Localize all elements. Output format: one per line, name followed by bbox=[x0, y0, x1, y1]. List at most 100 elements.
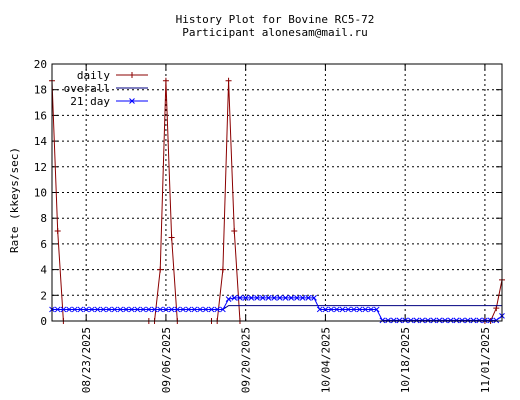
data-point-daily bbox=[162, 77, 169, 84]
data-point-21-day bbox=[145, 306, 152, 313]
legend-marker-21-day bbox=[129, 98, 135, 104]
y-tick-label: 2 bbox=[40, 289, 47, 302]
data-point-21-day bbox=[77, 306, 84, 313]
data-point-21-day bbox=[185, 306, 192, 313]
grid-layer bbox=[52, 64, 502, 321]
y-axis-label: Rate (kkeys/sec) bbox=[8, 147, 21, 253]
data-point-21-day bbox=[396, 317, 403, 324]
data-point-21-day bbox=[202, 306, 209, 313]
data-point-daily bbox=[493, 305, 500, 312]
data-point-21-day bbox=[208, 306, 215, 313]
data-point-21-day bbox=[442, 317, 448, 324]
data-point-21-day bbox=[106, 306, 112, 313]
data-point-21-day bbox=[254, 295, 260, 301]
data-point-21-day bbox=[174, 306, 181, 313]
data-point-21-day bbox=[94, 306, 101, 313]
data-point-21-day bbox=[225, 296, 232, 303]
data-point-21-day bbox=[322, 306, 329, 313]
y-tick-label: 14 bbox=[34, 135, 48, 148]
legend-marker-daily bbox=[129, 72, 135, 78]
data-point-21-day bbox=[151, 306, 158, 313]
data-point-21-day bbox=[368, 306, 374, 313]
y-tick-label: 12 bbox=[34, 161, 47, 174]
data-point-21-day bbox=[248, 295, 255, 301]
data-point-21-day bbox=[282, 295, 289, 301]
y-tick-label: 18 bbox=[34, 84, 47, 97]
data-point-21-day bbox=[413, 317, 420, 324]
y-tick-label: 8 bbox=[40, 212, 47, 225]
data-point-21-day bbox=[493, 317, 500, 324]
data-point-21-day bbox=[408, 317, 414, 324]
data-point-21-day bbox=[54, 306, 61, 313]
x-tick-label: 10/18/2025 bbox=[399, 327, 412, 393]
data-point-daily bbox=[225, 77, 232, 84]
chart-subtitle: Participant alonesam@mail.ru bbox=[182, 26, 367, 39]
data-point-21-day bbox=[316, 306, 323, 313]
data-point-21-day bbox=[220, 306, 226, 313]
legend-label-21-day: 21 day bbox=[70, 95, 110, 108]
data-point-daily bbox=[231, 228, 238, 235]
data-point-21-day bbox=[385, 317, 391, 324]
data-point-21-day bbox=[117, 306, 124, 313]
series-line-21-day bbox=[52, 297, 503, 321]
series-line-daily bbox=[51, 80, 503, 322]
data-point-21-day bbox=[168, 306, 175, 313]
legend-label-overall: overall bbox=[64, 82, 110, 95]
y-tick-label: 10 bbox=[34, 187, 47, 200]
y-tick-label: 4 bbox=[40, 264, 47, 277]
data-point-21-day bbox=[402, 317, 409, 324]
data-point-21-day bbox=[476, 317, 483, 324]
plot-frame bbox=[51, 63, 503, 322]
data-point-21-day bbox=[356, 306, 363, 313]
data-point-21-day bbox=[71, 306, 78, 313]
data-point-21-day bbox=[237, 295, 243, 301]
data-point-21-day bbox=[464, 317, 471, 324]
data-point-21-day bbox=[157, 306, 164, 313]
data-point-21-day bbox=[163, 306, 169, 313]
x-tick-label: 08/23/2025 bbox=[80, 327, 93, 393]
data-point-21-day bbox=[430, 317, 437, 324]
data-point-21-day bbox=[66, 306, 72, 313]
data-point-21-day bbox=[328, 306, 334, 313]
legend-label-daily: daily bbox=[77, 69, 110, 82]
data-point-21-day bbox=[459, 317, 465, 324]
x-tick-label: 09/06/2025 bbox=[160, 327, 173, 393]
data-point-21-day bbox=[111, 306, 118, 313]
y-tick-label: 6 bbox=[40, 238, 47, 251]
series-layer bbox=[49, 77, 505, 324]
data-point-21-day bbox=[333, 306, 340, 313]
data-point-21-day bbox=[191, 306, 198, 313]
data-point-21-day bbox=[305, 295, 312, 301]
x-tick-label: 10/04/2025 bbox=[319, 327, 332, 393]
data-point-21-day bbox=[128, 306, 135, 313]
data-point-21-day bbox=[436, 317, 443, 324]
y-tick-label: 0 bbox=[40, 315, 47, 328]
data-point-21-day bbox=[470, 317, 477, 324]
data-point-21-day bbox=[60, 306, 67, 313]
data-point-21-day bbox=[419, 317, 426, 324]
data-point-21-day bbox=[453, 317, 460, 324]
x-tick-label: 09/20/2025 bbox=[240, 327, 253, 393]
data-point-daily bbox=[219, 266, 226, 273]
data-point-21-day bbox=[425, 317, 431, 324]
y-tick-label: 16 bbox=[34, 109, 47, 122]
data-point-21-day bbox=[311, 295, 317, 301]
data-point-daily bbox=[54, 228, 61, 235]
data-point-21-day bbox=[265, 295, 272, 301]
data-point-21-day bbox=[271, 295, 278, 301]
data-point-21-day bbox=[197, 306, 203, 313]
data-point-21-day bbox=[351, 306, 357, 313]
data-point-21-day bbox=[123, 306, 129, 313]
data-point-21-day bbox=[362, 306, 369, 313]
data-point-21-day bbox=[288, 295, 295, 301]
data-point-21-day bbox=[294, 295, 300, 301]
data-point-21-day bbox=[345, 306, 352, 313]
data-point-21-day bbox=[487, 317, 494, 324]
data-point-21-day bbox=[214, 306, 221, 313]
data-point-daily bbox=[157, 266, 164, 273]
data-point-21-day bbox=[134, 306, 141, 313]
data-point-21-day bbox=[390, 317, 397, 324]
data-point-21-day bbox=[83, 306, 90, 313]
